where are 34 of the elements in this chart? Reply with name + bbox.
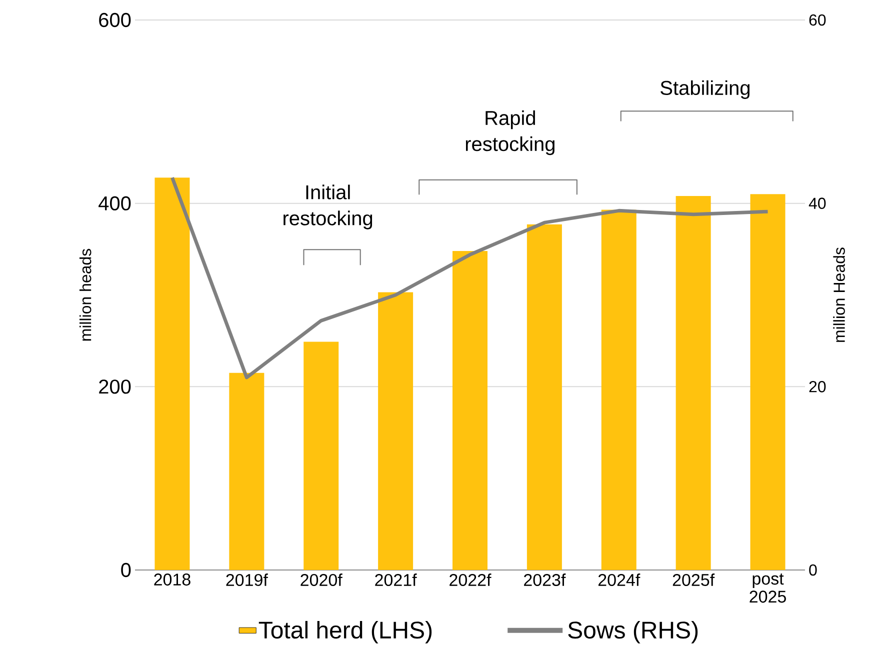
x-tick-label: 2020f: [300, 574, 342, 586]
legend-label: Total herd (LHS): [258, 620, 432, 644]
y-axis-title: million heads: [79, 248, 92, 341]
x-tick-label: 2025f: [672, 574, 715, 586]
bar: [601, 210, 636, 570]
x-tick-label: 2022f: [450, 574, 492, 586]
bar: [526, 224, 562, 570]
y2-tick-label: 60: [809, 14, 826, 26]
y2-tick-label: 0: [809, 564, 817, 576]
x-tick-label: 2019f: [226, 574, 268, 586]
y-tick-label: 400: [98, 196, 131, 210]
y2-tick-label: 40: [808, 198, 826, 209]
bar: [750, 194, 786, 570]
y-tick-label: 600: [99, 12, 131, 28]
bar: [378, 292, 414, 570]
bar: [154, 178, 190, 570]
x-tick-label: 2018: [154, 574, 190, 586]
y-tick-label: 200: [99, 380, 131, 394]
annotation: Stabilizing: [660, 80, 750, 99]
x-tick-label: 2024f: [598, 574, 640, 586]
y-tick-label: 0: [121, 562, 131, 578]
x-tick-label: 2021f: [375, 574, 417, 586]
x-tick-label: post 2025: [750, 574, 786, 603]
y2-axis-title: million Heads: [833, 248, 845, 342]
line-series: [170, 176, 770, 380]
legend-label: Sows (RHS): [568, 620, 698, 644]
bar: [304, 342, 339, 570]
bar: [676, 196, 711, 570]
annotation: Initial restocking: [284, 184, 372, 230]
bar: [229, 372, 264, 570]
bar: [452, 251, 488, 570]
annotation: Rapid restocking: [466, 110, 554, 156]
y2-tick-label: 20: [809, 381, 826, 392]
x-tick-label: 2023f: [524, 574, 566, 586]
